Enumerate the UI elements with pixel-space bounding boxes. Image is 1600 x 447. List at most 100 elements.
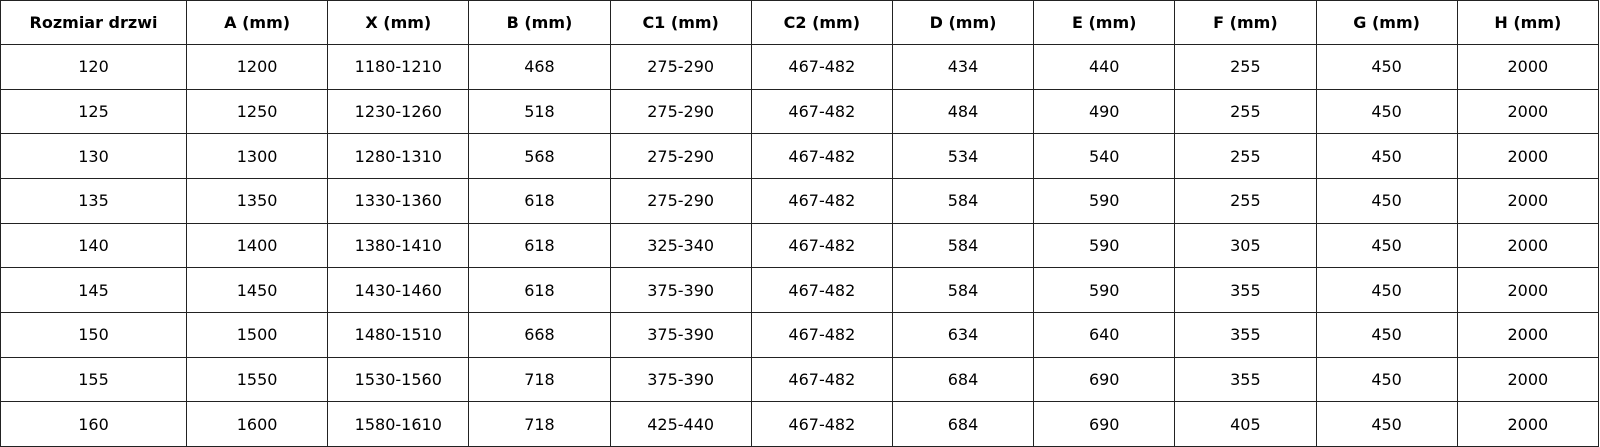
table-cell: 1480-1510 <box>327 311 470 358</box>
table-cell: 450 <box>1315 267 1458 313</box>
table-row: 145 1450 1430-1460 618 375-390 467-482 584 590 3… <box>0 267 1600 313</box>
table-cell: 618 <box>468 267 611 313</box>
table-cell: 718 <box>468 401 611 447</box>
table-row: 150 1500 1480-1510 668 375-390 467-482 634 640 3… <box>0 311 1600 358</box>
table-cell: 1600 <box>185 401 329 447</box>
table-cell: 1400 <box>185 222 329 269</box>
table-cell: 584 <box>891 177 1035 224</box>
table-cell: 325-340 <box>609 222 752 269</box>
table-cell: 467-482 <box>750 356 893 403</box>
column-header: D (mm) <box>891 0 1035 45</box>
table-cell: 467-482 <box>750 133 893 179</box>
table-row: 130 1300 1280-1310 568 275-290 467-482 534 540 2… <box>0 133 1600 179</box>
table-cell: 467-482 <box>750 44 893 90</box>
table-cell: 640 <box>1033 311 1176 358</box>
table-cell: 718 <box>468 356 611 403</box>
table-cell: 2000 <box>1456 44 1600 90</box>
table-cell: 145 <box>0 267 187 313</box>
table-cell: 275-290 <box>609 44 752 90</box>
table-cell: 467-482 <box>750 88 893 135</box>
table-cell: 275-290 <box>609 88 752 135</box>
table-cell: 467-482 <box>750 267 893 313</box>
table-cell: 1430-1460 <box>327 267 470 313</box>
table-cell: 450 <box>1315 88 1458 135</box>
column-header: H (mm) <box>1456 0 1600 45</box>
table-cell: 1350 <box>185 177 329 224</box>
table-cell: 590 <box>1033 222 1176 269</box>
table-cell: 2000 <box>1456 267 1600 313</box>
table-cell: 355 <box>1174 356 1317 403</box>
header-row: Rozmiar drzwi A (mm) X (mm) B (mm) C1 (mm) C2… <box>0 0 1600 45</box>
table-cell: 450 <box>1315 44 1458 90</box>
table-cell: 275-290 <box>609 177 752 224</box>
table-cell: 375-390 <box>609 267 752 313</box>
table-cell: 1500 <box>185 311 329 358</box>
table-cell: 690 <box>1033 401 1176 447</box>
table-cell: 375-390 <box>609 356 752 403</box>
table-cell: 130 <box>0 133 187 179</box>
table-cell: 135 <box>0 177 187 224</box>
table-row: 160 1600 1580-1610 718 425-440 467-482 684 690 4… <box>0 401 1600 447</box>
table-cell: 2000 <box>1456 88 1600 135</box>
table-cell: 2000 <box>1456 356 1600 403</box>
table-cell: 1200 <box>185 44 329 90</box>
table-cell: 1450 <box>185 267 329 313</box>
table-cell: 684 <box>891 356 1035 403</box>
table-cell: 450 <box>1315 401 1458 447</box>
table-cell: 2000 <box>1456 177 1600 224</box>
column-header: C2 (mm) <box>750 0 893 45</box>
table-cell: 275-290 <box>609 133 752 179</box>
column-header: X (mm) <box>327 0 470 45</box>
table-cell: 590 <box>1033 177 1176 224</box>
table-cell: 450 <box>1315 222 1458 269</box>
table-cell: 618 <box>468 222 611 269</box>
table-row: 125 1250 1230-1260 518 275-290 467-482 484 490 2… <box>0 88 1600 135</box>
table-cell: 355 <box>1174 311 1317 358</box>
table-cell: 518 <box>468 88 611 135</box>
table-cell: 2000 <box>1456 311 1600 358</box>
table-cell: 1280-1310 <box>327 133 470 179</box>
table-cell: 1250 <box>185 88 329 135</box>
table-cell: 405 <box>1174 401 1317 447</box>
column-header: Rozmiar drzwi <box>0 0 187 45</box>
table-cell: 584 <box>891 267 1035 313</box>
table-row: 155 1550 1530-1560 718 375-390 467-482 684 690 3… <box>0 356 1600 403</box>
table-cell: 450 <box>1315 177 1458 224</box>
table-cell: 467-482 <box>750 177 893 224</box>
table-cell: 450 <box>1315 311 1458 358</box>
table-cell: 150 <box>0 311 187 358</box>
table-cell: 1550 <box>185 356 329 403</box>
column-header: G (mm) <box>1315 0 1458 45</box>
table-cell: 484 <box>891 88 1035 135</box>
table-cell: 684 <box>891 401 1035 447</box>
table-cell: 1180-1210 <box>327 44 470 90</box>
table-cell: 125 <box>0 88 187 135</box>
table-cell: 155 <box>0 356 187 403</box>
table-cell: 1380-1410 <box>327 222 470 269</box>
table-cell: 1580-1610 <box>327 401 470 447</box>
table-cell: 450 <box>1315 356 1458 403</box>
table-cell: 140 <box>0 222 187 269</box>
table-cell: 255 <box>1174 177 1317 224</box>
table-cell: 467-482 <box>750 222 893 269</box>
table-cell: 255 <box>1174 44 1317 90</box>
table-cell: 255 <box>1174 88 1317 135</box>
table-cell: 305 <box>1174 222 1317 269</box>
column-header: A (mm) <box>185 0 329 45</box>
column-header: F (mm) <box>1174 0 1317 45</box>
table-cell: 425-440 <box>609 401 752 447</box>
table-cell: 618 <box>468 177 611 224</box>
table-cell: 584 <box>891 222 1035 269</box>
table-cell: 467-482 <box>750 401 893 447</box>
table-cell: 1530-1560 <box>327 356 470 403</box>
table-cell: 434 <box>891 44 1035 90</box>
table-cell: 534 <box>891 133 1035 179</box>
table-cell: 440 <box>1033 44 1176 90</box>
table-cell: 540 <box>1033 133 1176 179</box>
table-cell: 590 <box>1033 267 1176 313</box>
table-cell: 467-482 <box>750 311 893 358</box>
table-cell: 568 <box>468 133 611 179</box>
table-cell: 2000 <box>1456 401 1600 447</box>
table-cell: 1300 <box>185 133 329 179</box>
